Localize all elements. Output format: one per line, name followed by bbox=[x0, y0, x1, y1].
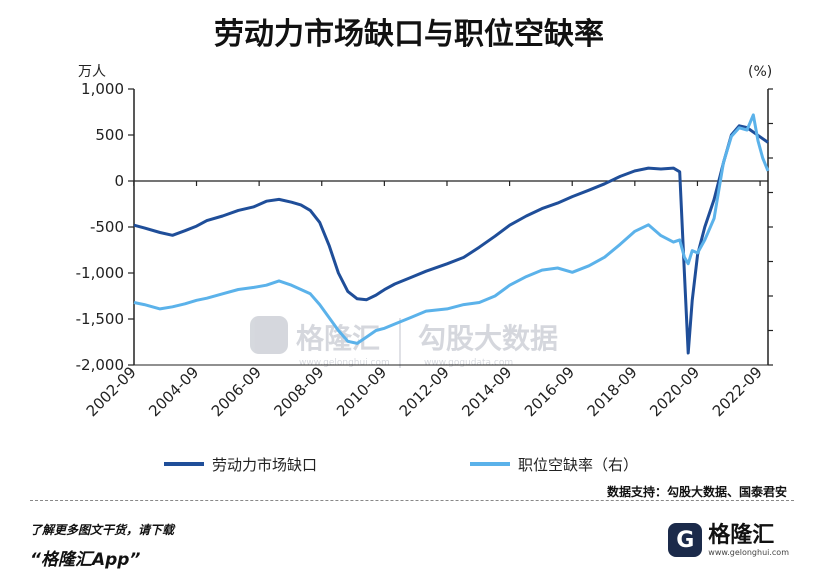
brand-logo-icon: G bbox=[668, 523, 703, 557]
x-tick-label: 2012-09 bbox=[396, 363, 453, 420]
y-left-tick-label: -2,000 bbox=[76, 356, 124, 374]
watermark-logo-icon bbox=[250, 316, 288, 354]
data-source: 数据支持：勾股大数据、国泰君安 bbox=[606, 485, 787, 499]
y-left-tick-label: 500 bbox=[95, 126, 124, 144]
legend: 劳动力市场缺口 职位空缺率（右） bbox=[164, 456, 638, 474]
x-tick-label: 2022-09 bbox=[709, 363, 766, 420]
brand-text: 格隆汇 www.gelonghui.com bbox=[708, 522, 789, 557]
download-cta: 了解更多图文干货，请下载 bbox=[30, 523, 175, 537]
legend-label-2: 职位空缺率（右） bbox=[518, 456, 638, 474]
y-left-tick-label: -500 bbox=[90, 218, 124, 236]
y-left-tick-label: 0 bbox=[114, 172, 124, 190]
x-tick-label: 2004-09 bbox=[145, 363, 202, 420]
left-axis-unit: 万人 bbox=[78, 64, 106, 80]
y-left-tick-label: -1,500 bbox=[76, 310, 124, 328]
x-tick-label: 2020-09 bbox=[646, 363, 703, 420]
y-left-tick-label: -1,000 bbox=[76, 264, 124, 282]
chart-title: 劳动力市场缺口与职位空缺率 bbox=[214, 17, 604, 52]
x-tick-label: 2006-09 bbox=[208, 363, 265, 420]
brand-url: www.gelonghui.com bbox=[708, 547, 789, 557]
series-group bbox=[133, 113, 770, 355]
brand-name: 格隆汇 bbox=[708, 522, 775, 548]
chart-svg: 劳动力市场缺口与职位空缺率 万人 (%) 格隆汇 www.gelonghui.c… bbox=[76, 17, 773, 474]
x-tick-label: 2008-09 bbox=[271, 363, 328, 420]
x-tick-label: 2014-09 bbox=[458, 363, 515, 420]
watermark-brand-url: www.gelonghui.com bbox=[299, 358, 390, 368]
brand-block: G 格隆汇 www.gelonghui.com bbox=[668, 523, 789, 557]
watermark-partner-url: www.gogudata.com bbox=[424, 358, 513, 368]
watermark: 格隆汇 www.gelonghui.com 勾股大数据 www.gogudata… bbox=[250, 316, 558, 368]
y-left-tick-label: 1,000 bbox=[81, 80, 124, 98]
x-tick-label: 2010-09 bbox=[333, 363, 390, 420]
series-line-1 bbox=[133, 124, 769, 355]
app-name: “格隆汇App” bbox=[30, 550, 141, 570]
legend-label-1: 劳动力市场缺口 bbox=[212, 456, 317, 474]
footer-divider bbox=[30, 500, 794, 501]
series-line-2 bbox=[133, 113, 770, 345]
watermark-partner: 勾股大数据 bbox=[418, 322, 558, 355]
x-tick-label: 2018-09 bbox=[584, 363, 641, 420]
right-axis-unit: (%) bbox=[748, 64, 772, 80]
x-tick-label: 2016-09 bbox=[521, 363, 578, 420]
watermark-brand: 格隆汇 bbox=[296, 322, 380, 355]
